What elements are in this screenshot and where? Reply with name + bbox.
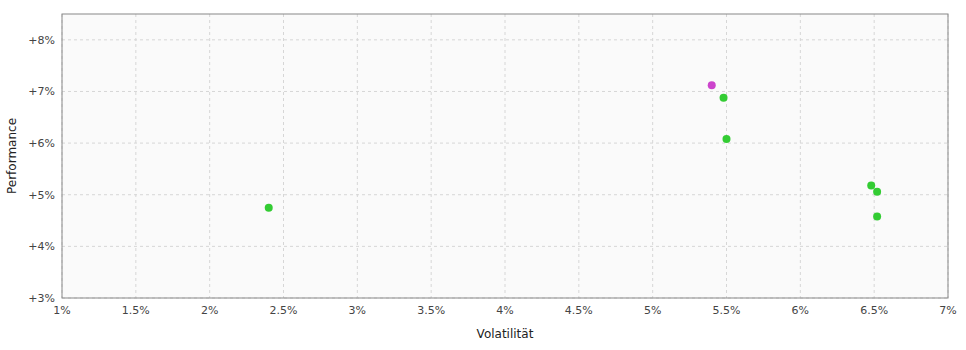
x-tick-label: 2.5% — [270, 304, 298, 317]
y-tick-label: +4% — [28, 240, 55, 253]
x-tick-label: 3.5% — [417, 304, 445, 317]
chart: 1% 1.5% 2% 2.5% 3% 3.5% 4% 4.5% 5% 5.5% 6% 6.5% 7% +3… — [0, 0, 966, 350]
grid-line-y — [62, 143, 948, 144]
grid — [62, 14, 948, 298]
x-tick-label: 1% — [53, 304, 70, 317]
x-tick-label: 2% — [201, 304, 218, 317]
chart-container: 1% 1.5% 2% 2.5% 3% 3.5% 4% 4.5% 5% 5.5% 6% 6.5% 7% +3… — [0, 0, 966, 350]
points — [265, 81, 881, 220]
x-tick-label: 6% — [792, 304, 809, 317]
scatter-point — [867, 181, 875, 189]
grid-line-x — [209, 14, 210, 298]
scatter-point — [873, 188, 881, 196]
grid-line-x — [283, 14, 284, 298]
y-axis-label: Performance — [5, 118, 19, 194]
plot-area — [62, 14, 948, 298]
y-tick-label: +8% — [28, 34, 55, 47]
grid-line-x — [578, 14, 579, 298]
x-tick-label: 5% — [644, 304, 661, 317]
y-tick-label: +5% — [28, 189, 55, 202]
x-tick-label: 4.5% — [565, 304, 593, 317]
grid-line-y — [62, 246, 948, 247]
plot-frame — [62, 14, 948, 298]
grid-line-x — [800, 14, 801, 298]
grid-line-x — [652, 14, 653, 298]
scatter-point — [708, 81, 716, 89]
axes: 1% 1.5% 2% 2.5% 3% 3.5% 4% 4.5% 5% 5.5% 6% 6.5% 7% +3… — [28, 34, 956, 317]
y-tick-label: +6% — [28, 137, 55, 150]
scatter-point — [873, 212, 881, 220]
scatter-point — [723, 135, 731, 143]
x-tick-label: 3% — [349, 304, 366, 317]
x-tick-label: 1.5% — [122, 304, 150, 317]
grid-line-x — [357, 14, 358, 298]
grid-line-x — [431, 14, 432, 298]
y-tick-label: +3% — [28, 292, 55, 305]
x-tick-label: 4% — [496, 304, 513, 317]
x-tick-label: 5.5% — [713, 304, 741, 317]
x-tick-label: 6.5% — [860, 304, 888, 317]
scatter-point — [720, 94, 728, 102]
grid-line-x — [505, 14, 506, 298]
grid-line-y — [62, 39, 948, 40]
scatter-point — [265, 204, 273, 212]
y-tick-label: +7% — [28, 85, 55, 98]
x-axis-label: Volatilität — [477, 327, 534, 341]
grid-line-x — [726, 14, 727, 298]
grid-line-x — [135, 14, 136, 298]
grid-line-y — [62, 91, 948, 92]
grid-line-y — [62, 194, 948, 195]
x-tick-label: 7% — [939, 304, 956, 317]
grid-line-x — [874, 14, 875, 298]
